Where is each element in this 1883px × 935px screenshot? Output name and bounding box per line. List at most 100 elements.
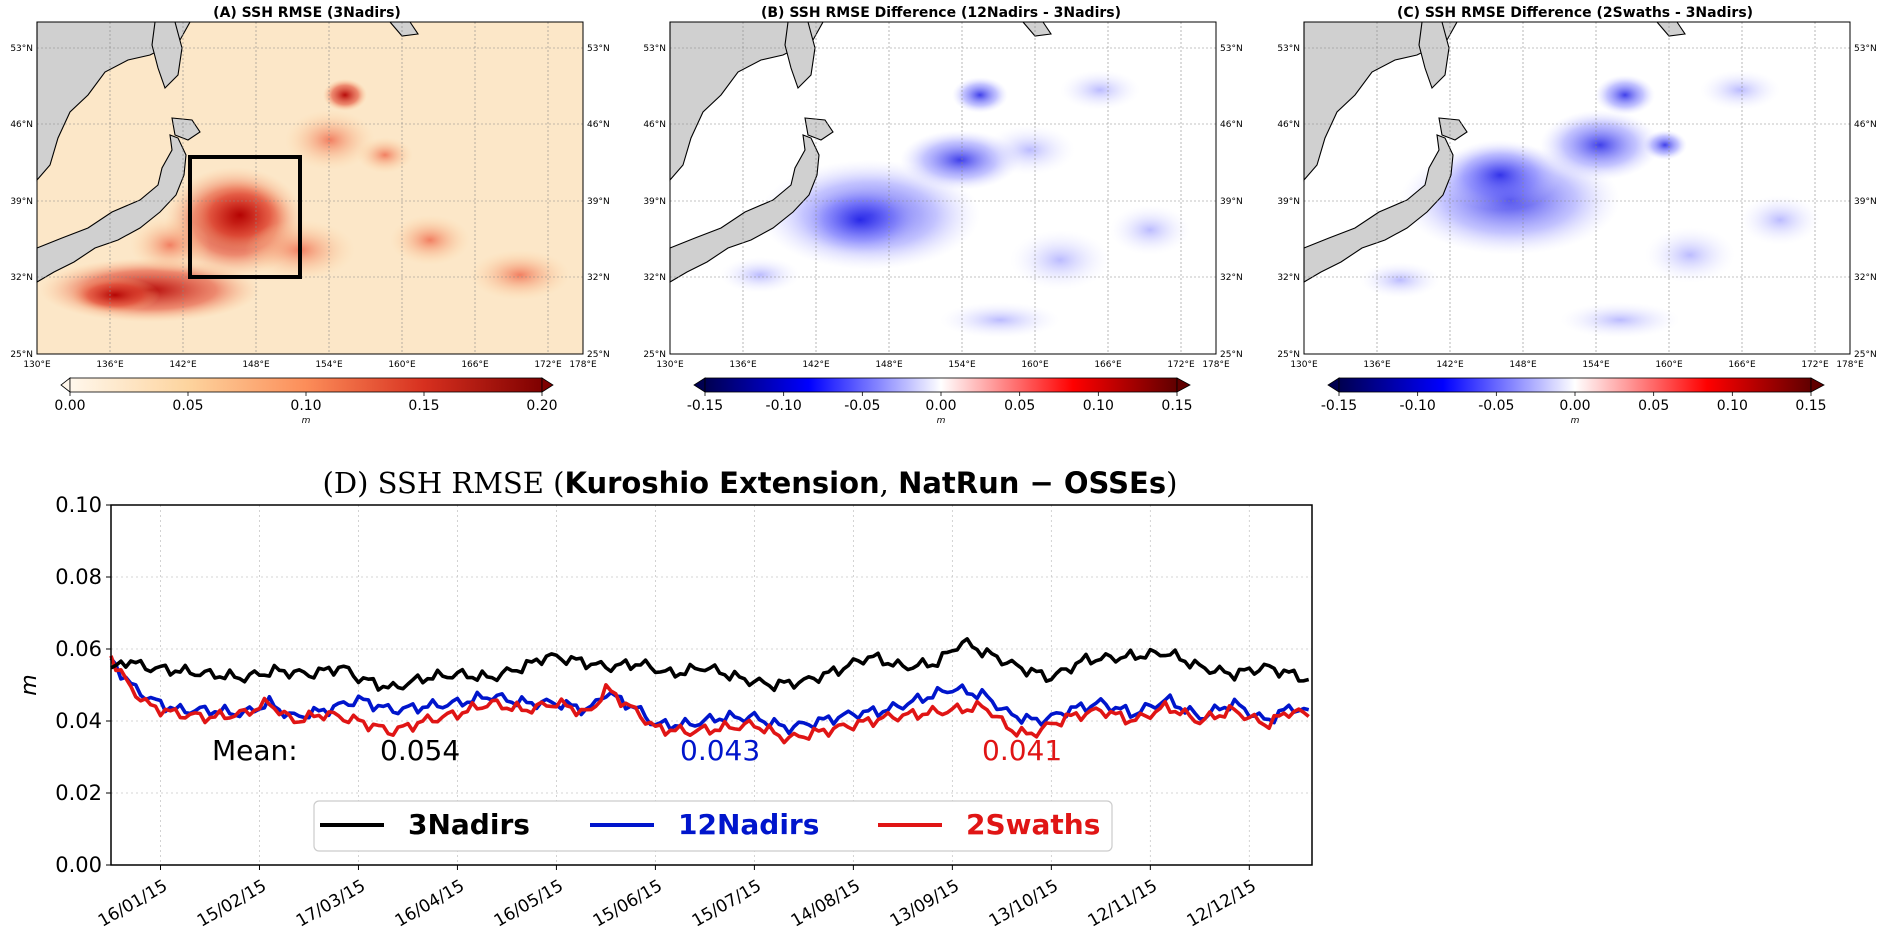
map-panel-b: (B) SSH RMSE Difference (12Nadirs - 3Nad…	[669, 5, 1217, 426]
lat-tick-right: 32°N	[587, 273, 610, 283]
chart-title: (D) SSH RMSE (Kuroshio Extension, NatRun…	[323, 466, 1178, 500]
x-tick-label: 12/11/15	[1085, 876, 1161, 931]
lat-tick-right: 39°N	[587, 197, 610, 207]
diff-field-c	[1360, 70, 1820, 338]
lon-tick: 136°E	[96, 360, 124, 370]
x-tick-label: 16/01/15	[95, 876, 171, 931]
gridlines-a	[37, 22, 583, 354]
legend-label-2swaths: 2Swaths	[966, 808, 1100, 841]
lon-tick: 130°E	[656, 360, 684, 370]
y-tick-label: 0.00	[55, 853, 102, 877]
chart-title-bold: Kuroshio Extension	[564, 466, 879, 500]
colorbar-tick-label: -0.05	[844, 398, 880, 414]
lon-tick: 172°E	[1167, 360, 1195, 370]
series-line-2swaths	[109, 655, 1310, 745]
lon-tick: 154°E	[315, 360, 343, 370]
lat-tick-left: 39°N	[643, 197, 666, 207]
colorbar-tick-label: -0.15	[687, 398, 723, 414]
kuroshio-region-box	[188, 155, 302, 279]
rmse-field-a	[40, 79, 570, 322]
map-frame-a	[36, 21, 584, 355]
x-tick-label: 14/08/15	[788, 876, 864, 931]
x-tick-label: 16/05/15	[491, 876, 567, 931]
lon-tick: 160°E	[1655, 360, 1683, 370]
lat-tick-right: 39°N	[1854, 197, 1877, 207]
lon-tick: 142°E	[802, 360, 830, 370]
lat-tick-right: 53°N	[1854, 44, 1877, 54]
lat-tick-left: 46°N	[1277, 120, 1300, 130]
lat-tick-left: 25°N	[643, 350, 666, 360]
lon-tick: 166°E	[461, 360, 489, 370]
legend-label-3nadirs: 3Nadirs	[408, 808, 530, 841]
lat-tick-right: 25°N	[1220, 350, 1243, 360]
mean-labels: Mean: 0.054 0.043 0.041	[212, 734, 1062, 767]
colorbar-tick-label: -0.10	[1400, 398, 1436, 414]
lon-tick: 178°E	[1202, 360, 1230, 370]
colorbar-tick-label: -0.10	[766, 398, 802, 414]
colorbar-tick-label: 0.15	[408, 398, 439, 414]
lat-tick-right: 53°N	[1220, 44, 1243, 54]
colorbar-tick-label: 0.10	[1717, 398, 1748, 414]
x-tick-label: 16/04/15	[392, 876, 468, 931]
series-line-3nadirs	[110, 637, 1310, 693]
lon-tick: 166°E	[1728, 360, 1756, 370]
lat-tick-right: 25°N	[587, 350, 610, 360]
colorbar-tick-label: -0.05	[1478, 398, 1514, 414]
colorbar-tick-label: 0.10	[1083, 398, 1114, 414]
chart-series-lines	[109, 637, 1310, 745]
mean-value-12nadirs: 0.043	[680, 734, 760, 767]
colorbar-tick-label: 0.00	[54, 398, 85, 414]
gridlines-b	[670, 22, 1216, 354]
map-tick-labels: 53°N 53°N 46°N 46°N 39°N 39°N 32°N 32°N 25°N 25°N…	[10, 44, 1876, 370]
x-tick-label: 15/02/15	[194, 876, 270, 931]
gridlines-c	[1304, 22, 1850, 354]
colorbar-tick-label: 0.20	[526, 398, 557, 414]
legend-box	[313, 800, 1113, 852]
lon-tick: 178°E	[569, 360, 597, 370]
lon-tick: 166°E	[1094, 360, 1122, 370]
y-tick-label: 0.06	[55, 637, 102, 661]
lat-tick-left: 39°N	[10, 197, 33, 207]
colorbar-tick-label: 0.05	[172, 398, 203, 414]
colorbar-c: -0.15 -0.10 -0.05 0.00 0.05 0.10 0.15 m	[1321, 377, 1827, 426]
land-a	[36, 21, 419, 283]
colorbar-b: -0.15 -0.10 -0.05 0.00 0.05 0.10 0.15 m	[687, 377, 1193, 426]
colorbar-tick-label: 0.00	[1559, 398, 1590, 414]
colorbar-tick-label: 0.15	[1795, 398, 1826, 414]
lon-tick: 142°E	[1436, 360, 1464, 370]
lat-tick-right: 46°N	[1854, 120, 1877, 130]
lat-tick-left: 32°N	[10, 273, 33, 283]
lon-tick: 154°E	[948, 360, 976, 370]
map-frame-c	[1303, 21, 1851, 355]
chart-title-prefix: (D) SSH RMSE (	[323, 466, 565, 500]
mean-label: Mean:	[212, 734, 298, 767]
map-frame-b	[669, 21, 1217, 355]
lat-tick-left: 53°N	[1277, 44, 1300, 54]
land-c	[1303, 21, 1686, 283]
mean-value-3nadirs: 0.054	[380, 734, 460, 767]
y-tick-label: 0.04	[55, 709, 102, 733]
diff-field-b	[720, 70, 1190, 338]
lon-tick: 142°E	[169, 360, 197, 370]
colorbar-unit-label: m	[302, 416, 311, 426]
lon-tick: 172°E	[1801, 360, 1829, 370]
lat-tick-left: 32°N	[643, 273, 666, 283]
lon-tick: 130°E	[23, 360, 51, 370]
lat-tick-right: 39°N	[1220, 197, 1243, 207]
lat-tick-left: 46°N	[643, 120, 666, 130]
lon-tick: 154°E	[1582, 360, 1610, 370]
lat-tick-left: 32°N	[1277, 273, 1300, 283]
colorbar-tick-label: -0.15	[1321, 398, 1357, 414]
mean-value-2swaths: 0.041	[982, 734, 1062, 767]
plot-frame	[110, 504, 1313, 866]
lon-tick: 178°E	[1836, 360, 1864, 370]
lon-tick: 136°E	[1363, 360, 1391, 370]
y-axis-label: m	[17, 674, 42, 695]
y-tick-label: 0.10	[55, 493, 102, 517]
x-tick-label: 17/03/15	[293, 876, 369, 931]
map-panel-c: (C) SSH RMSE Difference (2Swaths - 3Nadi…	[1303, 5, 1851, 426]
lat-tick-left: 46°N	[10, 120, 33, 130]
colorbar-a: 0.00 0.05 0.10 0.15 0.20 m	[54, 377, 558, 426]
